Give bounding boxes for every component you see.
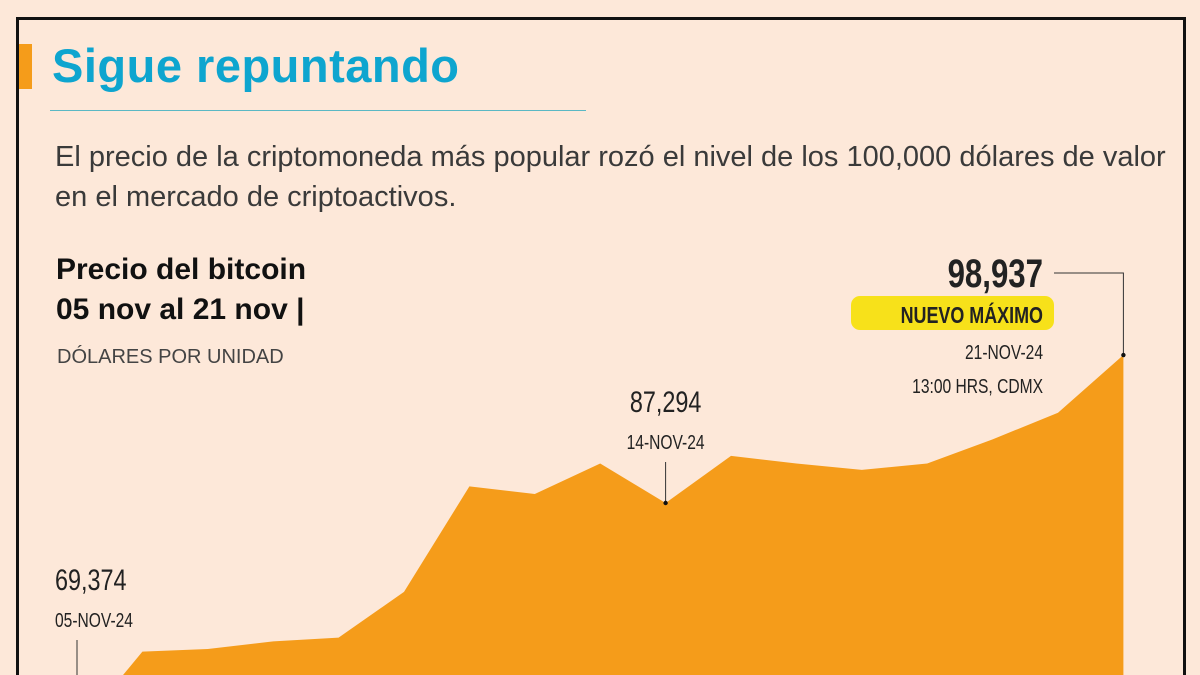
chart-title-line2: 05 nov al 21 nov | xyxy=(56,293,305,326)
title-accent-bar xyxy=(19,44,32,89)
leader-line-max xyxy=(1054,272,1124,356)
page-title: Sigue repuntando xyxy=(52,39,460,92)
annotation-time-max: 13:00 HRS, CDMX xyxy=(912,375,1043,397)
chart-unit: DÓLARES POR UNIDAD xyxy=(57,346,284,368)
chart-title: Precio del bitcoin 05 nov al 21 nov | xyxy=(56,250,306,330)
annotation-value-max: 98,937 xyxy=(948,251,1043,296)
annotation-date-max: 21-NOV-24 xyxy=(965,341,1043,363)
marker-dot-max xyxy=(1121,352,1126,358)
frame-border-right xyxy=(1183,17,1186,675)
frame-border-top xyxy=(16,17,1186,20)
new-high-badge-bg xyxy=(851,296,1054,330)
annotation-value-min: 87,294 xyxy=(630,385,702,418)
annotation-date-start: 05-NOV-24 xyxy=(55,609,133,631)
title-underline xyxy=(50,110,586,111)
chart-title-line1: Precio del bitcoin xyxy=(56,253,307,286)
annotation-value-start: 69,374 xyxy=(55,563,127,596)
price-area xyxy=(123,355,1124,675)
frame-border-left xyxy=(16,17,19,675)
annotation-date-min: 14-NOV-24 xyxy=(627,431,705,453)
marker-dot-min xyxy=(663,500,668,506)
new-high-badge: NUEVO MÁXIMO xyxy=(901,303,1043,329)
page-subtitle: El precio de la criptomoneda más popular… xyxy=(55,141,1166,213)
